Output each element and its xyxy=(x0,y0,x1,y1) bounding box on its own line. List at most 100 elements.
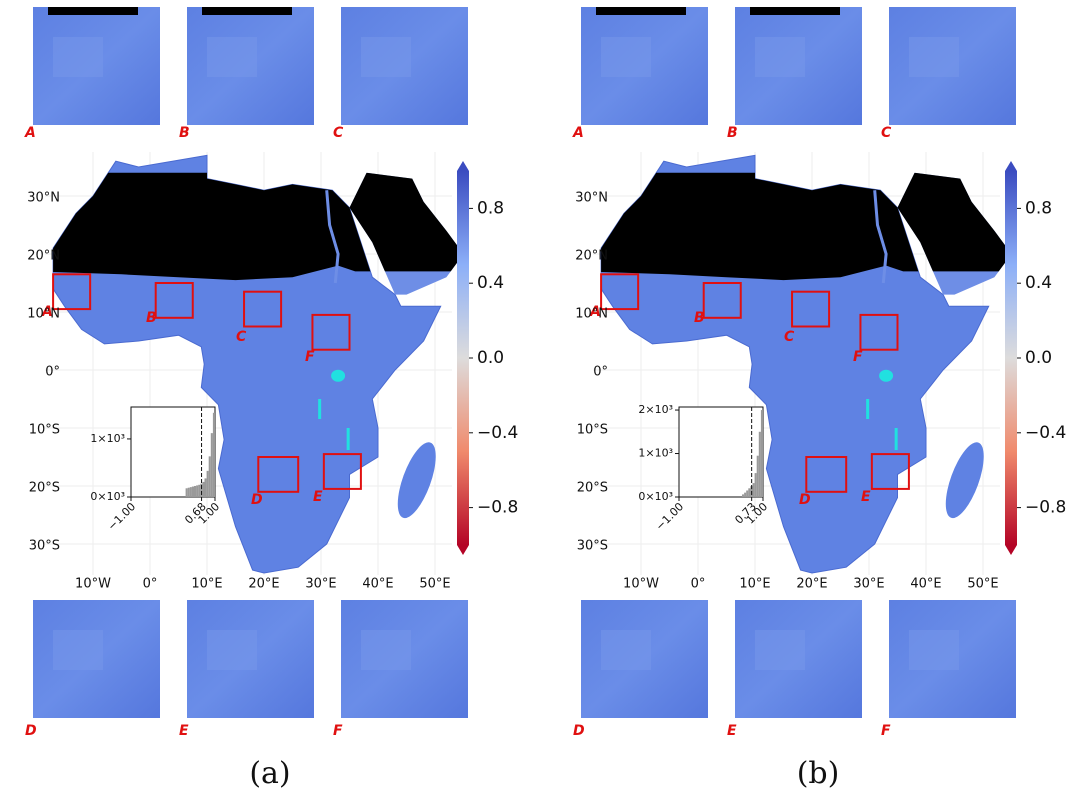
inset-label: D xyxy=(573,723,585,739)
region-label: F xyxy=(853,349,863,365)
hist-y-label: 1×10³ xyxy=(638,447,673,460)
histogram-bar xyxy=(744,492,747,497)
lake xyxy=(331,369,346,382)
histogram-bar xyxy=(202,481,205,497)
histogram-bar xyxy=(758,431,761,497)
inset-label: D xyxy=(25,723,37,739)
inset-label: F xyxy=(333,723,343,739)
lon-label: 40°E xyxy=(910,577,941,592)
lake xyxy=(346,428,350,450)
lon-label: 30°E xyxy=(305,577,336,592)
region-label: B xyxy=(146,310,157,326)
region-box xyxy=(859,313,899,351)
region-box xyxy=(702,282,742,319)
region-label: C xyxy=(784,329,795,345)
inset-label: F xyxy=(881,723,891,739)
lat-label: 30°S xyxy=(577,539,608,554)
region-box xyxy=(791,290,831,328)
lon-label: 40°E xyxy=(362,577,393,592)
inset-texture xyxy=(601,630,651,670)
region-label: D xyxy=(251,492,263,508)
nodata xyxy=(202,7,292,15)
nile xyxy=(873,190,888,284)
nodata xyxy=(48,7,138,15)
histogram-bar xyxy=(760,410,763,497)
region-label: E xyxy=(313,489,323,505)
histogram-bar xyxy=(746,490,749,497)
lat-label: 10°N xyxy=(27,307,60,322)
region-label: B xyxy=(694,310,705,326)
desert-mask xyxy=(601,172,1012,281)
inset-texture xyxy=(207,630,257,670)
lon-label: 20°E xyxy=(248,577,279,592)
inset-label: C xyxy=(881,125,892,141)
lat-label: 20°S xyxy=(29,481,60,496)
lat-label: 20°N xyxy=(575,249,608,264)
lat-label: 30°N xyxy=(27,191,60,206)
inset-texture xyxy=(207,37,257,77)
lake xyxy=(866,399,870,419)
region-box xyxy=(52,273,92,311)
hist-y-label: 2×10³ xyxy=(638,403,673,416)
lake xyxy=(318,399,322,419)
inset-label: E xyxy=(727,723,737,739)
colorbar-label: −0.8 xyxy=(477,498,518,518)
panel: A B C F D E 30°N 20°N 10°N 0° 10°S 20°S 30°S 10°W 0° 10… xyxy=(24,7,518,791)
lon-label: 50°E xyxy=(419,577,450,592)
nodata xyxy=(750,7,840,15)
colorbar-label: 0.0 xyxy=(477,348,504,368)
lake xyxy=(894,428,898,450)
inset-texture xyxy=(755,37,805,77)
histogram-bar xyxy=(200,483,203,497)
hist-y-label: 1×10³ xyxy=(90,432,125,445)
nile xyxy=(325,190,340,284)
lat-label: 0° xyxy=(593,365,608,380)
histogram-bar xyxy=(196,485,199,497)
region-box xyxy=(322,453,362,490)
histogram-bar xyxy=(206,470,209,497)
hist-y-label: 0×10³ xyxy=(90,490,125,503)
colorbar-cap xyxy=(1005,161,1017,171)
lon-label: 10°W xyxy=(75,577,111,592)
lon-label: 10°W xyxy=(623,577,659,592)
colorbar-cap xyxy=(457,161,469,171)
region-box xyxy=(870,453,910,490)
histogram-bar xyxy=(742,494,745,497)
inset-texture xyxy=(909,630,959,670)
colorbar-label: 0.8 xyxy=(1025,198,1052,218)
inset-label: C xyxy=(333,125,344,141)
region-box xyxy=(154,282,194,319)
region-label: A xyxy=(589,304,601,320)
inset-label: A xyxy=(572,125,584,141)
histogram-bar xyxy=(756,455,759,497)
colorbar-label: −0.8 xyxy=(1025,498,1066,518)
region-box xyxy=(805,456,848,493)
inset-label: B xyxy=(179,125,190,141)
inset-texture xyxy=(909,37,959,77)
colorbar xyxy=(457,171,469,545)
nodata xyxy=(596,7,686,15)
colorbar xyxy=(1005,171,1017,545)
lon-label: 30°E xyxy=(853,577,884,592)
lat-label: 20°N xyxy=(27,249,60,264)
region-label: A xyxy=(41,304,53,320)
histogram-bar xyxy=(191,486,194,497)
panel: A B C F D E 30°N 20°N 10°N 0° 10°S 20°S 30°S 10°W 0° 10… xyxy=(572,7,1066,791)
region-box xyxy=(311,313,351,351)
inset-texture xyxy=(601,37,651,77)
panel-label: (b) xyxy=(797,756,840,791)
panel-label: (a) xyxy=(249,756,290,791)
madagascar xyxy=(945,442,984,519)
colorbar-label: −0.4 xyxy=(1025,423,1066,443)
desert-mask xyxy=(53,172,464,281)
lat-label: 10°S xyxy=(29,423,60,438)
colorbar-label: 0.4 xyxy=(1025,273,1052,293)
region-box xyxy=(600,273,640,311)
inset-texture xyxy=(755,630,805,670)
region-label: D xyxy=(799,492,811,508)
region-label: E xyxy=(861,489,871,505)
colorbar-cap xyxy=(1005,545,1017,555)
colorbar-label: 0.0 xyxy=(1025,348,1052,368)
colorbar-label: −0.4 xyxy=(477,423,518,443)
